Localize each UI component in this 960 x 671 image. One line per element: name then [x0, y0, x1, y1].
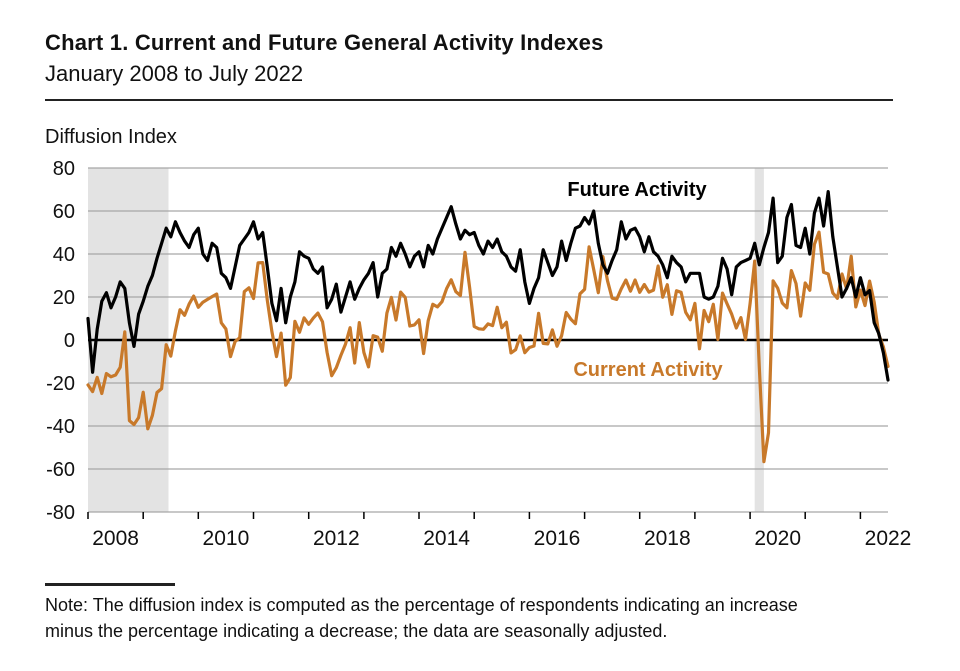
y-tick-label: 60: [53, 201, 75, 223]
note-rule: [45, 583, 175, 586]
y-tick-label: -40: [46, 416, 75, 438]
x-tick-label: 2008: [92, 527, 139, 550]
y-tick-label: -60: [46, 459, 75, 481]
note-line-2: minus the percentage indicating a decrea…: [45, 621, 668, 641]
x-tick-label: 2022: [865, 527, 912, 550]
x-tick-label: 2016: [534, 527, 581, 550]
y-tick-label: 40: [53, 244, 75, 266]
chart-title: Chart 1. Current and Future General Acti…: [45, 30, 604, 55]
y-tick-label: 80: [53, 158, 75, 180]
future-activity-line: [86, 189, 890, 382]
activity-line-chart: 80 60 40 20 0 -20 -40 -60 -80 2008 2010 2012 2014 201…: [46, 158, 912, 550]
title-rule: [45, 99, 893, 101]
note-text: Note: The diffusion index is computed as…: [45, 592, 925, 644]
x-tick-label: 2010: [203, 527, 250, 550]
current-activity-label: Current Activity: [573, 359, 723, 381]
y-tick-label: 20: [53, 287, 75, 309]
x-tick-label: 2012: [313, 527, 360, 550]
chart-subtitle: January 2008 to July 2022: [45, 61, 304, 86]
x-tick-label: 2018: [644, 527, 691, 550]
note-line-1: Note: The diffusion index is computed as…: [45, 595, 798, 615]
x-tick-label: 2020: [754, 527, 801, 550]
current-activity-line: [86, 230, 890, 464]
x-tick-label: 2014: [423, 527, 470, 550]
y-tick-label: -80: [46, 502, 75, 524]
y-axis-title: Diffusion Index: [45, 126, 177, 148]
future-activity-label: Future Activity: [567, 179, 707, 201]
y-tick-label: 0: [64, 330, 75, 352]
y-tick-label: -20: [46, 373, 75, 395]
